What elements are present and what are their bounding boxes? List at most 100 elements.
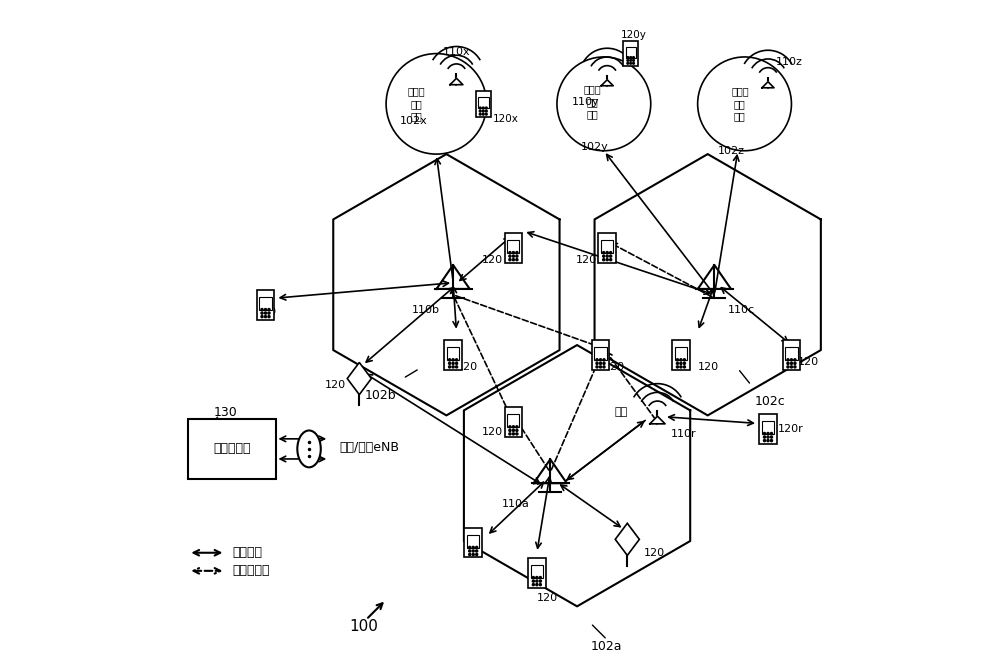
Bar — [783, 340, 800, 370]
Circle shape — [456, 362, 458, 364]
Circle shape — [469, 550, 471, 552]
Circle shape — [610, 251, 612, 254]
Circle shape — [790, 366, 792, 368]
Circle shape — [596, 362, 598, 364]
Text: 110b: 110b — [412, 305, 440, 315]
Circle shape — [509, 251, 511, 254]
Bar — [626, 47, 636, 58]
Circle shape — [449, 366, 451, 368]
Circle shape — [599, 366, 602, 368]
Text: 102b: 102b — [365, 389, 396, 401]
Circle shape — [683, 362, 685, 364]
Circle shape — [630, 57, 632, 58]
Text: 毫微微
蜂窝
小区: 毫微微 蜂窝 小区 — [584, 84, 601, 119]
Circle shape — [512, 429, 514, 431]
Circle shape — [264, 316, 267, 318]
Circle shape — [787, 358, 789, 361]
Circle shape — [472, 553, 474, 555]
Text: 110z: 110z — [776, 57, 803, 67]
Circle shape — [790, 362, 792, 364]
Circle shape — [268, 312, 270, 314]
Circle shape — [770, 436, 773, 438]
Circle shape — [512, 425, 514, 428]
Circle shape — [485, 110, 487, 112]
Circle shape — [449, 362, 451, 364]
Polygon shape — [450, 78, 463, 84]
Circle shape — [603, 362, 605, 364]
Text: 120: 120 — [482, 255, 503, 265]
Bar — [531, 565, 543, 578]
Circle shape — [767, 432, 769, 435]
Circle shape — [509, 433, 511, 435]
Text: 120: 120 — [456, 362, 478, 372]
Circle shape — [516, 255, 518, 257]
Text: 100: 100 — [349, 619, 378, 634]
Circle shape — [794, 366, 796, 368]
Text: 120: 120 — [482, 427, 503, 437]
Circle shape — [479, 107, 481, 109]
Text: 102z: 102z — [718, 146, 745, 155]
Bar — [259, 297, 272, 310]
Circle shape — [680, 358, 682, 361]
Circle shape — [630, 60, 632, 61]
Bar — [675, 347, 687, 360]
Circle shape — [603, 366, 605, 368]
Bar — [507, 240, 519, 253]
Bar — [592, 340, 609, 370]
Polygon shape — [615, 523, 639, 555]
Bar — [594, 347, 607, 360]
Circle shape — [516, 251, 518, 254]
Circle shape — [770, 440, 773, 442]
Circle shape — [539, 576, 541, 579]
Circle shape — [599, 358, 602, 361]
Circle shape — [485, 113, 487, 115]
Circle shape — [472, 550, 474, 552]
Text: 102y: 102y — [580, 143, 608, 152]
Circle shape — [767, 436, 769, 438]
Text: 120: 120 — [537, 593, 558, 603]
Circle shape — [676, 362, 678, 364]
Circle shape — [456, 358, 458, 361]
Text: 120x: 120x — [493, 114, 519, 124]
Text: 网络控制器: 网络控制器 — [213, 442, 251, 456]
Circle shape — [630, 62, 632, 64]
Circle shape — [683, 366, 685, 368]
Circle shape — [452, 366, 454, 368]
Circle shape — [456, 366, 458, 368]
Text: 120: 120 — [325, 381, 346, 390]
Circle shape — [763, 432, 766, 435]
Circle shape — [790, 358, 792, 361]
Text: 120: 120 — [604, 362, 625, 372]
Circle shape — [264, 308, 267, 311]
Circle shape — [469, 546, 471, 549]
Circle shape — [532, 580, 534, 582]
Text: 120: 120 — [576, 255, 597, 265]
Polygon shape — [347, 362, 371, 395]
Ellipse shape — [297, 431, 321, 468]
Circle shape — [516, 429, 518, 431]
Circle shape — [683, 358, 685, 361]
Bar — [188, 419, 276, 479]
Text: 期望传输: 期望传输 — [232, 546, 262, 559]
Circle shape — [627, 60, 629, 61]
Circle shape — [268, 308, 270, 311]
Circle shape — [509, 429, 511, 431]
Text: 120: 120 — [698, 362, 719, 372]
Circle shape — [449, 358, 451, 361]
Circle shape — [485, 107, 487, 109]
Circle shape — [479, 113, 481, 115]
Circle shape — [482, 113, 484, 115]
Circle shape — [770, 432, 773, 435]
Circle shape — [680, 362, 682, 364]
Text: 120r: 120r — [778, 424, 804, 433]
Circle shape — [509, 255, 511, 257]
Circle shape — [512, 259, 514, 261]
Circle shape — [599, 362, 602, 364]
Circle shape — [676, 366, 678, 368]
Circle shape — [606, 259, 608, 261]
Bar — [759, 414, 777, 444]
Circle shape — [472, 546, 474, 549]
Bar — [785, 347, 798, 360]
Text: 去往/来自eNB: 去往/来自eNB — [339, 441, 399, 454]
Circle shape — [516, 433, 518, 435]
